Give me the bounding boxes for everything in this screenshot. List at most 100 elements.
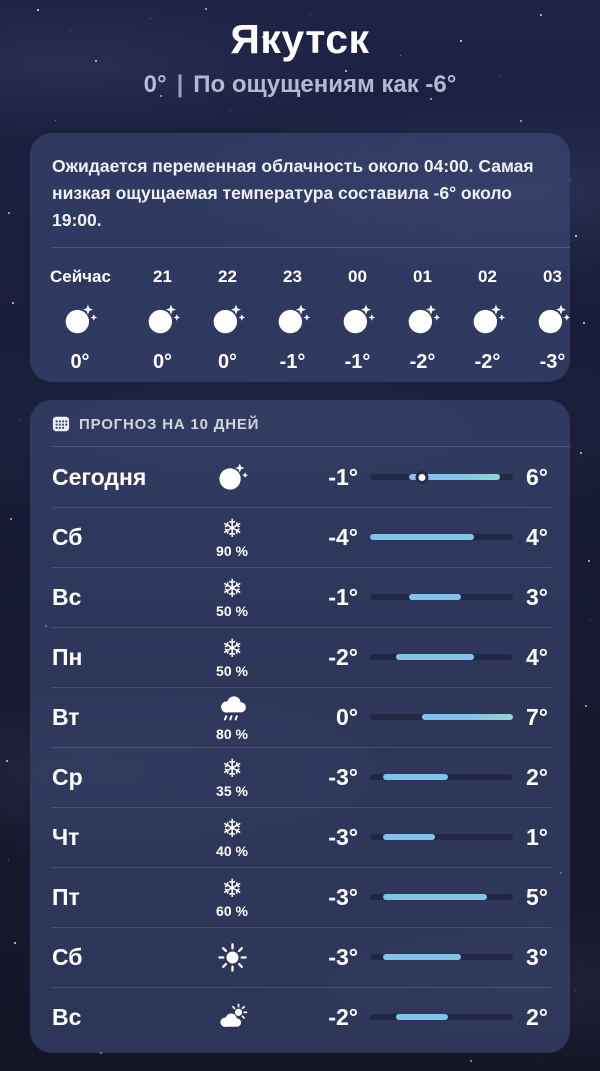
icon-cell: [187, 462, 277, 493]
stars-decor-small: [0, 0, 1, 1]
temp-range-bar: [358, 954, 513, 960]
hour-column: 00 -1°: [325, 267, 390, 374]
precip-probability: 35 %: [216, 783, 248, 799]
moon-stars-icon: [217, 462, 248, 493]
forecast-row[interactable]: Чт ❄ 40 % -3° 1°: [52, 807, 551, 867]
hour-temp: 0°: [70, 351, 90, 373]
hour-temp: 0°: [152, 351, 173, 373]
precip-probability: 40 %: [216, 843, 248, 859]
forecast-rows: Сегодня -1° 6° Сб ❄ 90 % -4° 4° Вс ❄ 50 …: [52, 447, 551, 1047]
moon-stars-icon: [520, 302, 570, 338]
low-temp: -2°: [328, 643, 358, 670]
moon-stars-icon: [325, 302, 390, 338]
moon-stars-icon: [455, 302, 520, 338]
moon-stars-icon: [195, 302, 260, 338]
current-conditions: 0° | По ощущениям как -6°: [0, 71, 600, 99]
snow-icon: ❄: [221, 874, 243, 903]
forecast-row[interactable]: Ср ❄ 35 % -3° 2°: [52, 747, 551, 807]
city-name: Якутск: [230, 16, 370, 62]
calendar-icon: [52, 415, 70, 433]
temp-range-bar: [358, 594, 513, 600]
hour-label: 01: [413, 267, 432, 286]
temp-range-bar: [358, 1014, 513, 1020]
hour-label: Сейчас: [50, 267, 111, 286]
current-temp-dot: [415, 470, 429, 484]
current-temp: 0°: [143, 71, 167, 98]
forecast-row[interactable]: Вс -2° 2°: [52, 987, 551, 1047]
hour-column: 23 -1°: [260, 267, 325, 374]
moon-stars-icon: [130, 302, 195, 338]
stars-decor: [0, 0, 2, 2]
high-temp: 4°: [526, 643, 548, 670]
hour-temp: -1°: [344, 351, 371, 373]
high-temp: 3°: [526, 583, 548, 610]
icon-cell: ❄ 50 %: [187, 576, 277, 618]
divider: [52, 446, 570, 447]
snow-icon: ❄: [221, 634, 243, 663]
precip-probability: 50 %: [216, 603, 248, 619]
temp-range-bar: [358, 894, 513, 900]
weather-summary-text: Ожидается переменная облачность около 04…: [52, 156, 534, 230]
hour-temp: -1°: [279, 351, 306, 373]
snow-icon: ❄: [221, 814, 243, 843]
snow-icon: ❄: [221, 754, 243, 783]
temp-range-bar: [358, 470, 513, 484]
day-label: Вт: [52, 703, 80, 730]
day-label: Пт: [52, 883, 80, 910]
icon-cell: ❄ 90 %: [187, 516, 277, 558]
forecast-row[interactable]: Пн ❄ 50 % -2° 4°: [52, 627, 551, 687]
snow-icon: ❄: [221, 574, 243, 603]
high-temp: 7°: [526, 703, 548, 730]
hour-label: 02: [478, 267, 497, 286]
low-temp: -1°: [328, 463, 358, 490]
precip-probability: 80 %: [216, 726, 248, 742]
rain-icon: [217, 693, 248, 724]
moon-stars-icon: [50, 302, 110, 338]
snow-icon: ❄: [221, 514, 243, 543]
icon-cell: 80 %: [187, 693, 277, 741]
hour-temp: 0°: [217, 351, 238, 373]
separator: |: [176, 71, 184, 98]
high-temp: 2°: [526, 1003, 548, 1030]
icon-cell: ❄ 35 %: [187, 756, 277, 798]
forecast-row-today[interactable]: Сегодня -1° 6°: [52, 447, 548, 507]
location-header: Якутск 0° | По ощущениям как -6°: [0, 16, 600, 99]
icon-cell: ❄ 60 %: [187, 876, 277, 918]
forecast-row[interactable]: Пт ❄ 60 % -3° 5°: [52, 867, 551, 927]
icon-cell: ❄ 40 %: [187, 816, 277, 858]
forecast-row[interactable]: Вс ❄ 50 % -1° 3°: [52, 567, 551, 627]
hour-label: 23: [283, 267, 302, 286]
sun-cloud-icon: [217, 1002, 248, 1033]
hour-column: 21 0°: [130, 267, 195, 374]
day-label: Ср: [52, 763, 83, 790]
icon-cell: [187, 942, 277, 973]
hourly-scroll-strip[interactable]: Сейчас 0° 21 0° 22 0° 23 -1° 00 -1° 01 -…: [30, 248, 570, 374]
ten-day-forecast-card: ПРОГНОЗ НА 10 ДНЕЙ Сегодня -1° 6° Сб ❄ 9…: [30, 400, 570, 1053]
high-temp: 5°: [526, 883, 548, 910]
day-label: Пн: [52, 643, 83, 670]
high-temp: 2°: [526, 763, 548, 790]
moon-stars-icon: [390, 302, 455, 338]
divider: [52, 247, 570, 248]
icon-cell: [187, 1002, 277, 1033]
hour-label: 03: [543, 267, 562, 286]
forecast-row[interactable]: Сб -3° 3°: [52, 927, 551, 987]
low-temp: -3°: [328, 823, 358, 850]
hour-column: 02 -2°: [455, 267, 520, 374]
hour-column: Сейчас 0°: [50, 267, 111, 374]
forecast-row[interactable]: Вт 80 % 0° 7°: [52, 687, 551, 747]
hour-label: 21: [153, 267, 172, 286]
low-temp: -2°: [328, 1003, 358, 1030]
hour-label: 00: [348, 267, 367, 286]
precip-probability: 50 %: [216, 663, 248, 679]
hour-label: 22: [218, 267, 237, 286]
moon-stars-icon: [260, 302, 325, 338]
temp-range-bar: [358, 714, 513, 720]
high-temp: 3°: [526, 943, 548, 970]
forecast-row[interactable]: Сб ❄ 90 % -4° 4°: [52, 507, 551, 567]
hour-column: 22 0°: [195, 267, 260, 374]
hourly-forecast-card: Ожидается переменная облачность около 04…: [30, 133, 570, 382]
hour-column-clipped: 03 -3°: [520, 267, 570, 374]
day-label: Вс: [52, 1003, 82, 1030]
forecast-title: ПРОГНОЗ НА 10 ДНЕЙ: [79, 415, 260, 433]
